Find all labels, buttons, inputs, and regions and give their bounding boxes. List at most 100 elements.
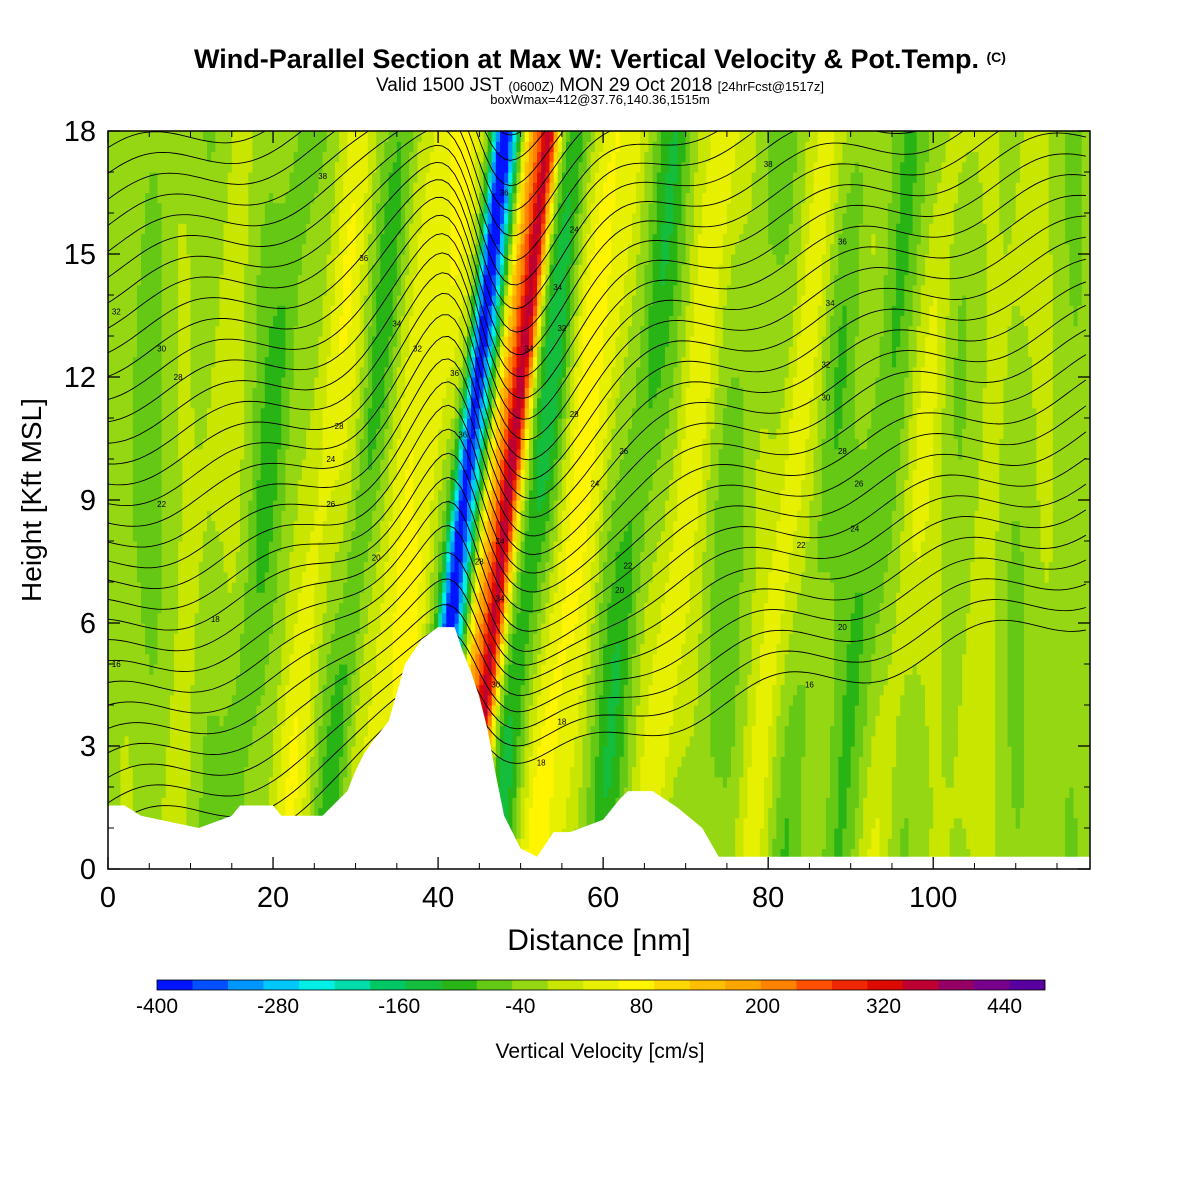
velocity-cell	[248, 243, 262, 255]
velocity-cell	[739, 582, 757, 593]
velocity-cell	[619, 325, 629, 337]
velocity-cell	[999, 520, 1013, 532]
velocity-cell	[891, 530, 901, 542]
velocity-cell	[570, 489, 592, 501]
velocity-cell	[776, 746, 786, 757]
velocity-cell	[215, 520, 241, 532]
velocity-cell	[594, 459, 604, 470]
velocity-cell	[479, 653, 484, 665]
velocity-cell	[520, 571, 538, 583]
velocity-cell	[867, 787, 893, 798]
velocity-cell	[388, 448, 398, 460]
velocity-cell	[141, 274, 163, 286]
velocity-cell	[186, 243, 225, 255]
velocity-cell	[417, 612, 427, 624]
velocity-cell	[718, 448, 745, 460]
velocity-cell	[467, 643, 472, 655]
velocity-cell	[776, 530, 794, 542]
velocity-cell	[132, 510, 163, 522]
velocity-cell	[797, 274, 806, 286]
velocity-cell	[999, 448, 1037, 460]
velocity-cell	[108, 295, 138, 306]
velocity-cell	[751, 612, 765, 624]
velocity-cell	[574, 315, 579, 327]
velocity-cell	[570, 243, 575, 255]
velocity-cell	[504, 356, 509, 368]
velocity-cell	[735, 725, 745, 737]
velocity-cell	[174, 643, 196, 655]
velocity-cell	[640, 243, 650, 255]
velocity-cell	[636, 623, 645, 634]
velocity-cell	[524, 305, 534, 317]
velocity-cell	[1052, 254, 1070, 265]
velocity-cell	[471, 377, 476, 388]
velocity-cell	[706, 407, 716, 419]
velocity-cell	[500, 264, 505, 276]
velocity-cell	[495, 264, 501, 276]
velocity-cell	[755, 459, 786, 470]
velocity-cell	[462, 305, 468, 317]
velocity-cell	[438, 500, 447, 511]
velocity-cell	[854, 407, 872, 419]
velocity-cell	[830, 325, 839, 337]
velocity-cell	[413, 469, 435, 481]
velocity-cell	[863, 725, 877, 737]
velocity-cell	[920, 541, 942, 552]
velocity-cell	[108, 776, 121, 788]
velocity-cell	[396, 469, 406, 481]
velocity-cell	[891, 817, 905, 829]
velocity-cell	[615, 725, 625, 737]
velocity-cell	[698, 643, 711, 655]
velocity-cell	[1052, 346, 1090, 358]
velocity-cell	[805, 694, 835, 706]
velocity-cell	[314, 797, 324, 809]
velocity-cell	[178, 448, 245, 460]
velocity-cell	[367, 623, 381, 634]
velocity-cell	[566, 807, 579, 819]
velocity-cell	[842, 725, 856, 737]
velocity-cell	[966, 387, 984, 399]
velocity-cell	[326, 356, 357, 368]
velocity-cell	[508, 551, 513, 563]
velocity-cell	[726, 295, 798, 306]
velocity-cell	[842, 848, 852, 860]
velocity-cell	[821, 448, 901, 460]
velocity-cell	[487, 643, 493, 655]
velocity-cell	[520, 356, 526, 368]
velocity-cell	[207, 520, 216, 532]
velocity-cell	[566, 797, 579, 809]
velocity-cell	[619, 674, 629, 686]
velocity-cell	[524, 561, 538, 573]
velocity-cell	[867, 766, 893, 778]
velocity-cell	[747, 694, 757, 706]
velocity-cell	[198, 592, 245, 604]
velocity-cell	[772, 797, 777, 809]
velocity-cell	[759, 653, 777, 665]
velocity-cell	[339, 602, 361, 614]
velocity-cell	[1024, 664, 1090, 675]
velocity-cell	[264, 213, 311, 224]
velocity-cell	[500, 520, 509, 532]
velocity-cell	[1077, 817, 1090, 829]
velocity-cell	[656, 223, 662, 235]
velocity-cell	[516, 213, 522, 224]
velocity-cell	[652, 264, 662, 276]
velocity-cell	[834, 715, 844, 727]
velocity-cell	[549, 295, 567, 306]
velocity-cell	[293, 623, 315, 634]
velocity-cell	[648, 325, 670, 337]
velocity-cell	[693, 705, 711, 716]
velocity-cell	[533, 797, 551, 809]
velocity-cell	[508, 243, 513, 255]
velocity-cell	[995, 571, 1009, 583]
velocity-cell	[582, 346, 604, 358]
velocity-cell	[351, 315, 361, 327]
velocity-cell	[669, 397, 683, 409]
velocity-cell	[553, 223, 559, 235]
velocity-cell	[590, 582, 596, 593]
velocity-cell	[747, 797, 765, 809]
velocity-cell	[297, 746, 307, 757]
velocity-cell	[442, 418, 452, 429]
velocity-cell	[1011, 233, 1050, 245]
velocity-cell	[533, 684, 542, 696]
